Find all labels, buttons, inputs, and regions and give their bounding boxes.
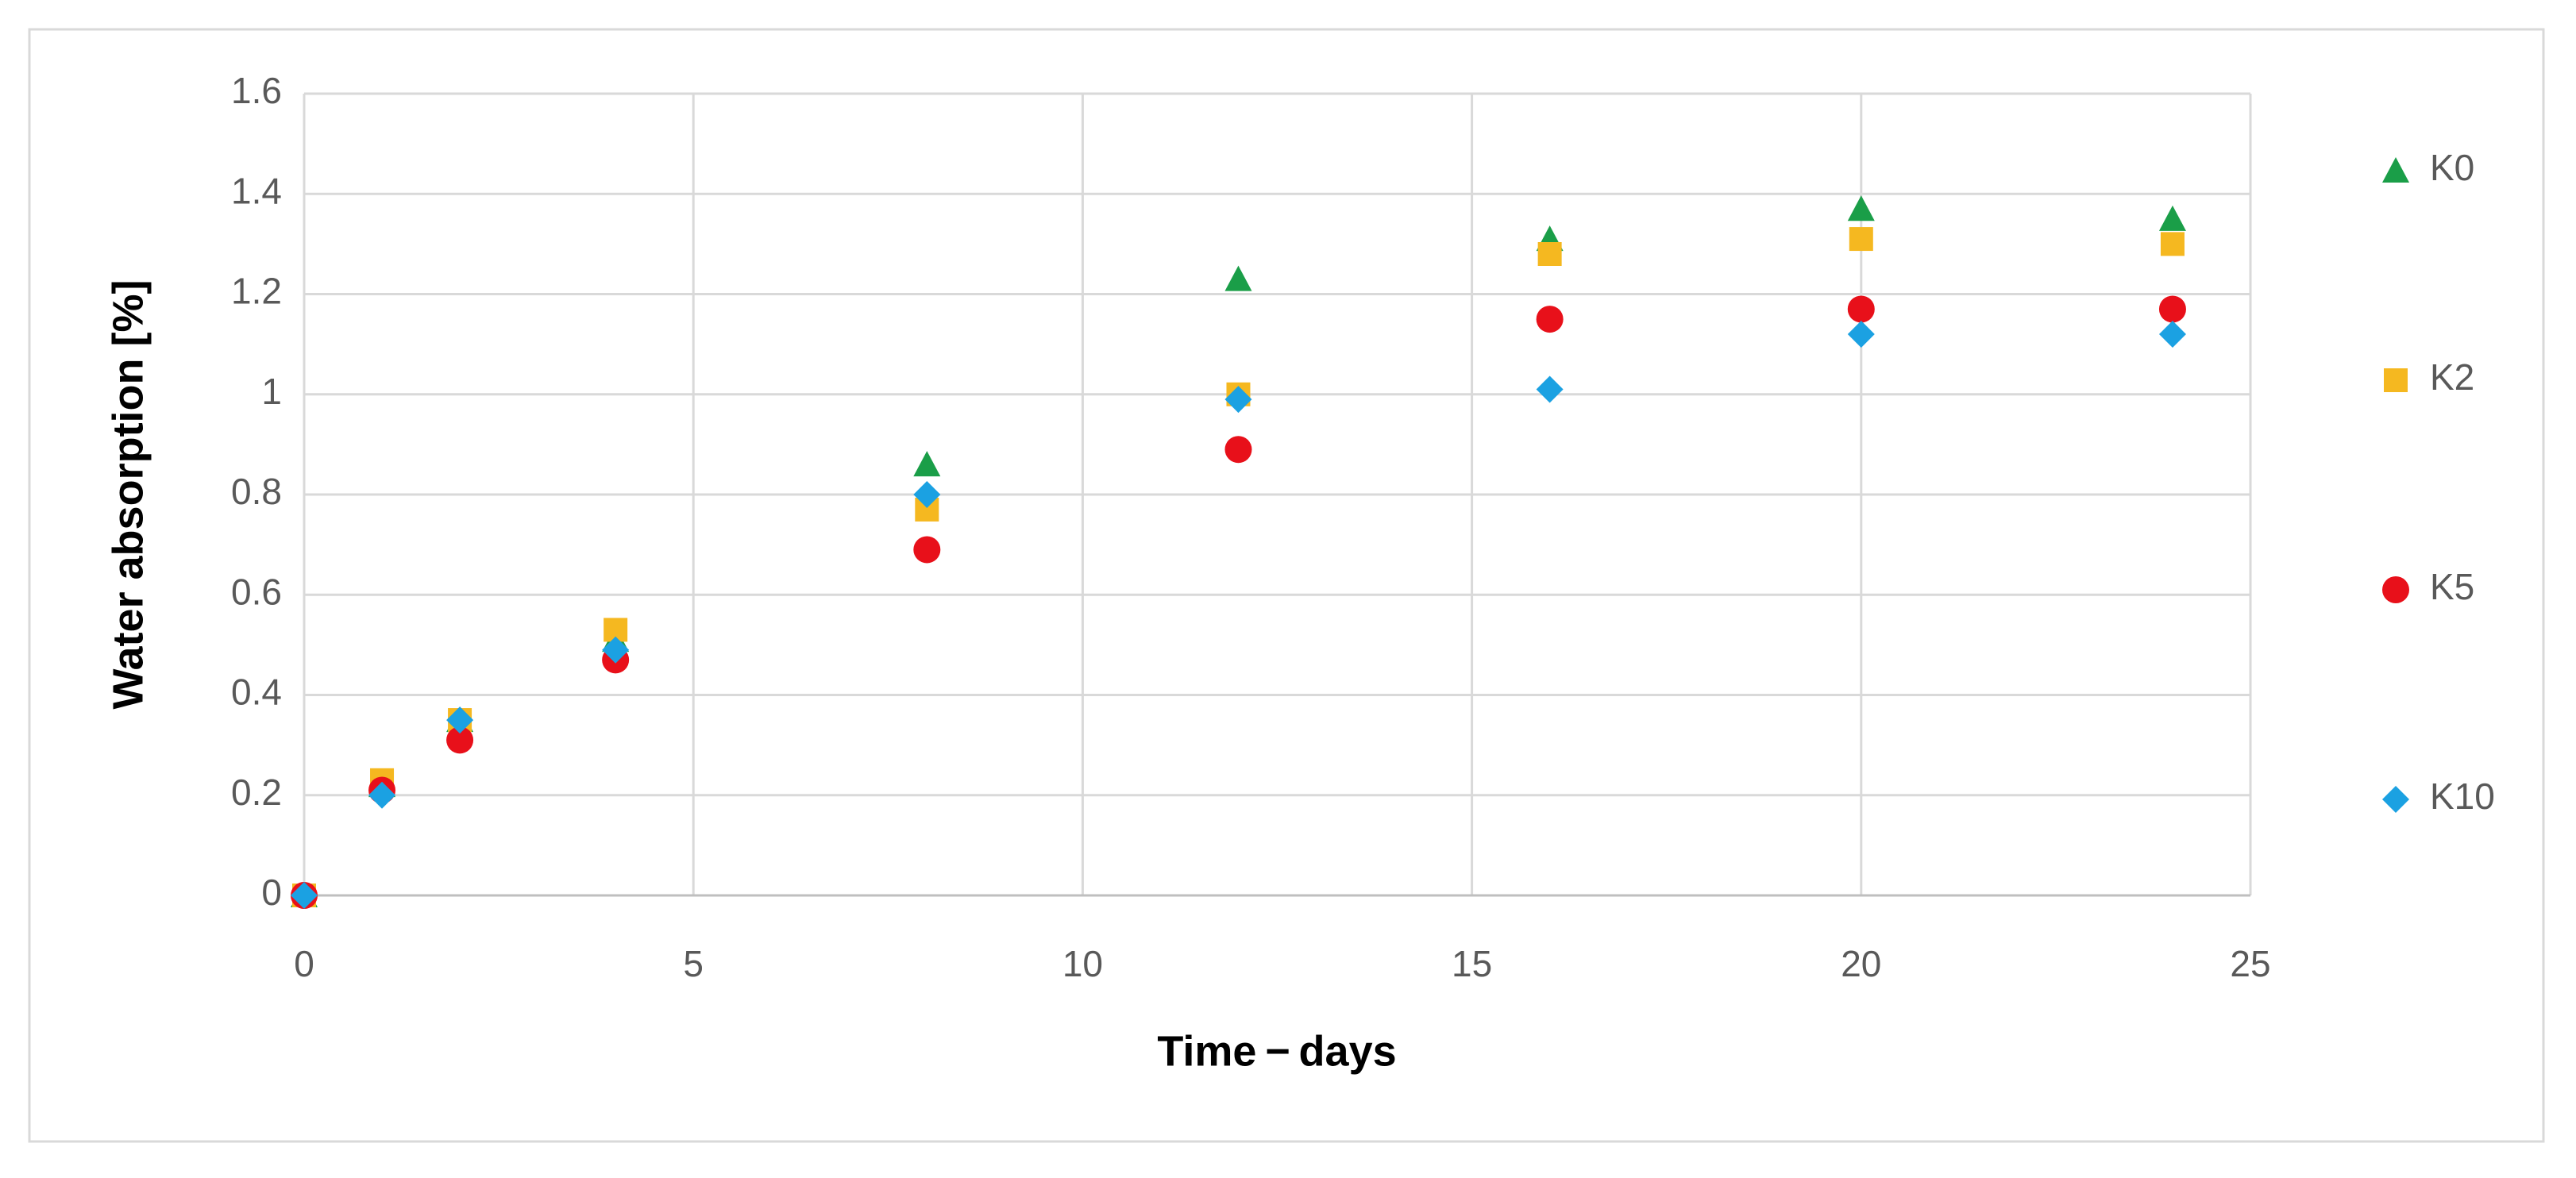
data-point xyxy=(446,726,474,754)
y-tick-label: 0.8 xyxy=(231,471,282,512)
chart-frame xyxy=(28,28,2545,1143)
data-point xyxy=(1224,386,1252,414)
data-point xyxy=(2158,205,2186,231)
data-point xyxy=(913,451,941,477)
data-point xyxy=(1847,195,1875,221)
y-tick-label: 0.2 xyxy=(231,772,282,813)
legend-label: K2 xyxy=(2430,356,2474,398)
data-point xyxy=(1224,265,1252,291)
data-point xyxy=(1536,306,1564,333)
data-point xyxy=(1847,321,1875,348)
data-point xyxy=(913,536,941,564)
data-point xyxy=(2158,295,2186,323)
data-point xyxy=(1847,295,1875,323)
legend-marker xyxy=(2382,576,2409,603)
y-tick-label: 1.6 xyxy=(231,70,282,111)
x-tick-label: 0 xyxy=(294,943,314,984)
data-point xyxy=(1849,227,1873,252)
y-tick-label: 0.4 xyxy=(231,672,282,713)
data-point xyxy=(2160,232,2185,256)
x-tick-label: 25 xyxy=(2230,943,2270,984)
data-point xyxy=(2158,321,2186,348)
y-tick-label: 1.4 xyxy=(231,170,282,211)
y-tick-label: 1 xyxy=(261,371,282,412)
x-axis-title: Time − days xyxy=(1157,1027,1396,1075)
data-point xyxy=(1537,242,1562,266)
data-point xyxy=(913,481,941,508)
data-point xyxy=(368,781,396,809)
y-axis-title: Water absorption [%] xyxy=(104,279,152,709)
x-tick-label: 15 xyxy=(1452,943,1492,984)
data-point xyxy=(1536,375,1564,403)
data-point xyxy=(602,636,630,664)
legend-marker xyxy=(2382,157,2409,183)
y-tick-label: 1.2 xyxy=(231,271,282,312)
data-point xyxy=(291,882,318,909)
data-point xyxy=(446,706,474,734)
legend-label: K5 xyxy=(2430,566,2474,607)
x-tick-label: 10 xyxy=(1062,943,1103,984)
y-tick-label: 0.6 xyxy=(231,571,282,612)
x-tick-label: 5 xyxy=(683,943,704,984)
y-tick-label: 0 xyxy=(261,872,282,913)
legend-marker xyxy=(2382,786,2409,813)
x-tick-label: 20 xyxy=(1841,943,1881,984)
legend-marker xyxy=(2384,368,2408,392)
legend-label: K10 xyxy=(2430,776,2495,817)
legend-label: K0 xyxy=(2430,147,2474,188)
data-point xyxy=(1224,436,1252,464)
